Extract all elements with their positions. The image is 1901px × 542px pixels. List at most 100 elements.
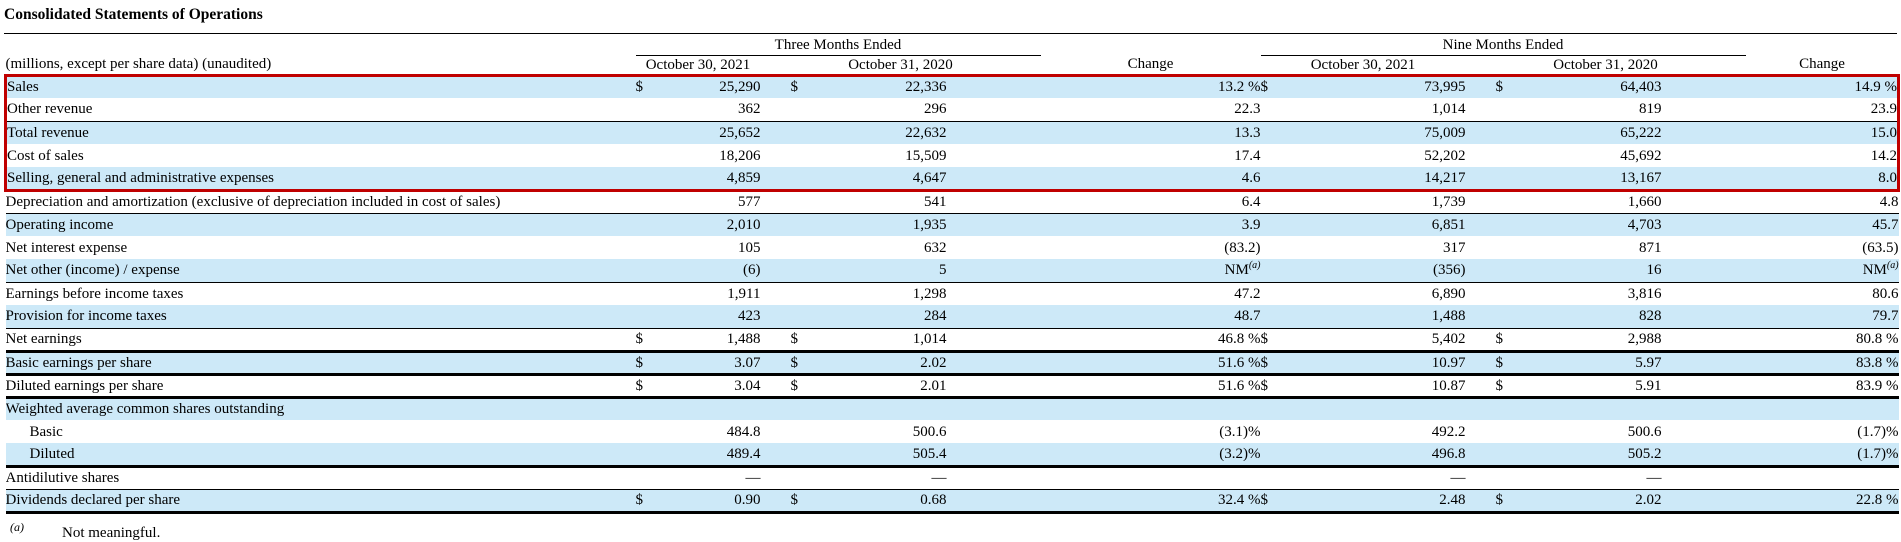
table-row: Selling, general and administrative expe… xyxy=(4,167,1901,192)
cell-value: 2,010 xyxy=(665,213,761,236)
cell-value: 2.01 xyxy=(820,374,1041,399)
cell-value: (356) xyxy=(1290,259,1466,283)
cell-change: 48.7 xyxy=(1040,305,1261,329)
cell-dollar-sign xyxy=(1495,167,1526,192)
cell-dollar-sign xyxy=(791,420,821,443)
spacer-cell xyxy=(760,121,791,144)
cell-value: 22,336 xyxy=(820,73,1041,98)
cell-value: 489.4 xyxy=(665,443,761,468)
cell-value: 505.4 xyxy=(820,443,1041,468)
spacer-cell xyxy=(760,259,791,283)
cell-value: 1,660 xyxy=(1525,190,1746,214)
table-row: Net earnings $1,488 $1,014 46.8 % $5,402 $2,9… xyxy=(5,328,1899,353)
cell-value: 4,859 xyxy=(665,167,761,192)
cell-value: 828 xyxy=(1525,305,1746,329)
cell-dollar-sign xyxy=(1260,397,1291,420)
cell-dollar-sign xyxy=(635,121,666,144)
footnote: (a) Not meaningful. xyxy=(4,520,1901,542)
cell-dollar-sign xyxy=(1260,121,1291,144)
spacer-cell xyxy=(1466,144,1496,167)
cell-change: 79.7 xyxy=(1745,305,1899,329)
table-row: Net other (income) / expense (6) 5 NM(a) (35… xyxy=(5,259,1899,283)
cell-dollar-sign xyxy=(635,259,666,283)
cell-dollar-sign: $ xyxy=(1495,489,1526,514)
cell-change: (3.1)% xyxy=(1219,423,1261,440)
cell-change xyxy=(1040,466,1261,490)
cell-change: 4.8 xyxy=(1745,190,1899,214)
cell-change: NM(a) xyxy=(1745,259,1899,283)
spacer-cell xyxy=(761,282,791,305)
cell-change: 80.8 % xyxy=(1745,328,1899,353)
table-row: Basic earnings per share $3.07 $2.02 51.6 %… xyxy=(5,351,1899,376)
col-header-tme-change: Change xyxy=(1127,56,1174,73)
spacer-cell xyxy=(1465,443,1496,468)
spacer-cell xyxy=(1041,36,1261,55)
cell-dollar-sign xyxy=(636,144,666,167)
row-label: Other revenue xyxy=(4,98,636,122)
cell-dollar-sign: $ xyxy=(1495,351,1526,376)
cell-value: 1,911 xyxy=(727,285,761,302)
row-label: Selling, general and administrative expe… xyxy=(4,167,636,192)
cell-dollar-sign xyxy=(1495,259,1526,283)
cell-value: 25,652 xyxy=(665,121,761,144)
cell-value: 1,298 xyxy=(912,285,947,302)
cell-value: 13,167 xyxy=(1525,167,1746,192)
cell-dollar-sign xyxy=(635,305,666,329)
cell-change: 6.4 xyxy=(1040,190,1261,214)
cell-dollar-sign xyxy=(1261,236,1291,259)
cell-dollar-sign xyxy=(1261,282,1291,305)
cell-value: 317 xyxy=(1443,239,1466,256)
spacer-cell xyxy=(760,397,791,420)
cell-value: 1,935 xyxy=(820,213,1041,236)
cell-dollar-sign xyxy=(636,420,666,443)
cell-dollar-sign xyxy=(1495,213,1526,236)
cell-value: 1,014 xyxy=(1290,98,1466,122)
cell-dollar-sign xyxy=(635,98,666,122)
cell-dollar-sign xyxy=(790,397,821,420)
cell-dollar-sign xyxy=(1496,420,1526,443)
spacer-cell xyxy=(760,305,791,329)
spacer-cell xyxy=(1465,305,1496,329)
cell-dollar-sign: $ xyxy=(790,374,821,399)
cell-dollar-sign xyxy=(1260,190,1291,214)
cell-value: 0.68 xyxy=(820,489,1041,514)
cell-change: 51.6 % xyxy=(1040,351,1261,376)
cell-change: 22.3 xyxy=(1040,98,1261,122)
cell-change: 22.8 % xyxy=(1745,489,1899,514)
col-header-tme-2020: October 31, 2020 xyxy=(760,55,1041,76)
spacer-cell xyxy=(760,98,791,122)
col-header-nme-change: Change xyxy=(1799,56,1845,73)
cell-change: (83.2) xyxy=(1224,239,1261,256)
footnote-reference: (a) xyxy=(1248,260,1261,272)
spacer-cell xyxy=(1465,73,1496,98)
table-row: Diluted earnings per share $3.04 $2.01 51.6… xyxy=(5,374,1899,399)
cell-value: 4,647 xyxy=(820,167,1041,192)
cell-dollar-sign xyxy=(635,397,666,420)
row-label: Cost of sales xyxy=(4,144,636,167)
table-row: Operating income 2,010 1,935 3.9 6,851 4,703 4… xyxy=(5,213,1899,236)
cell-value: (6) xyxy=(665,259,761,283)
spacer-cell xyxy=(761,236,791,259)
cell-dollar-sign xyxy=(1261,420,1291,443)
col-header-tme-2021: October 30, 2021 xyxy=(635,55,761,76)
cell-dollar-sign: $ xyxy=(1260,351,1291,376)
footnote-reference: (a) xyxy=(1886,260,1899,272)
cell-value: 64,403 xyxy=(1525,73,1746,98)
cell-value: 25,290 xyxy=(665,73,761,98)
cell-dollar-sign xyxy=(635,167,666,192)
cell-value: 73,995 xyxy=(1290,73,1466,98)
table-row: Sales $25,290 $22,336 13.2 % $73,995 $64,403 1… xyxy=(4,73,1901,98)
cell-dollar-sign xyxy=(636,282,666,305)
cell-value: 65,222 xyxy=(1525,121,1746,144)
cell-dollar-sign: $ xyxy=(1495,328,1526,353)
cell-value: 577 xyxy=(665,190,761,214)
cell-change: 13.2 % xyxy=(1040,73,1261,98)
spacer-cell xyxy=(6,36,636,55)
cell-value xyxy=(820,397,1041,420)
cell-value: — xyxy=(820,466,1041,490)
row-label: Diluted earnings per share xyxy=(5,374,636,399)
cell-value: 18,206 xyxy=(719,147,761,164)
table-row: Net interest expense 105 632 (83.2) 317 871 (6… xyxy=(6,236,1899,259)
row-label: Diluted xyxy=(5,443,636,468)
cell-value: 2.48 xyxy=(1290,489,1466,514)
